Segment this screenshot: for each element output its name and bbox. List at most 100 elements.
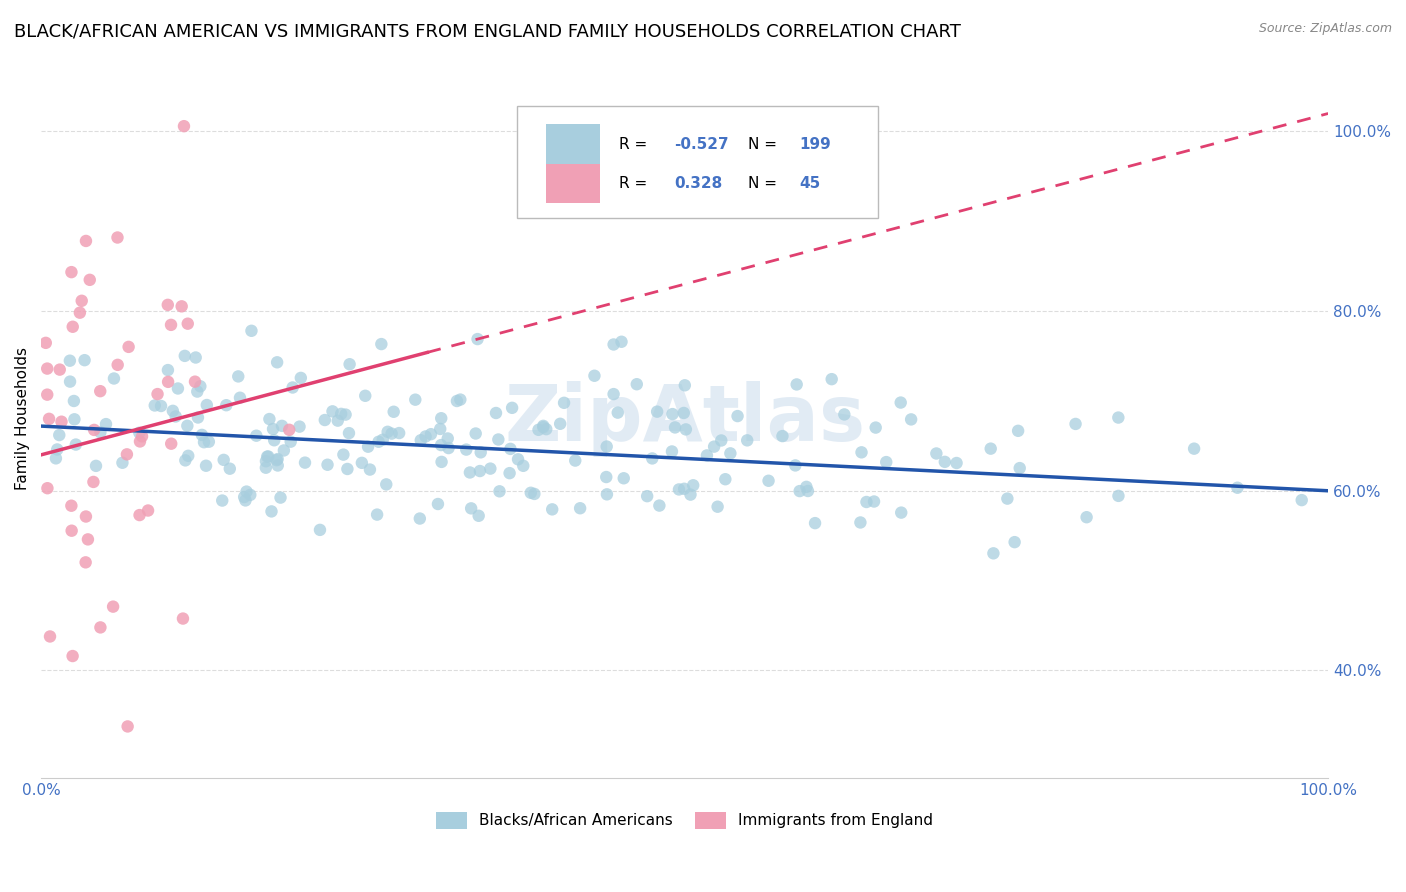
Point <box>37 361 59 376</box>
Point <box>1008 461 1031 475</box>
Point <box>107 230 129 244</box>
Point <box>506 452 529 467</box>
Point <box>789 484 811 499</box>
Point <box>239 488 262 502</box>
Text: R =: R = <box>619 177 652 192</box>
Point <box>890 506 912 520</box>
Point <box>38 412 60 426</box>
Point <box>278 423 301 437</box>
Point <box>62 319 84 334</box>
Point <box>170 299 193 313</box>
Point <box>430 455 453 469</box>
Point <box>117 719 139 733</box>
Point <box>69 306 91 320</box>
Point <box>254 460 277 475</box>
Point <box>564 453 586 467</box>
Point <box>294 456 316 470</box>
Point <box>316 458 339 472</box>
Bar <box>546 164 600 203</box>
Point <box>336 462 359 476</box>
Point <box>51 415 73 429</box>
Legend: Blacks/African Americans, Immigrants from England: Blacks/African Americans, Immigrants fro… <box>430 805 939 835</box>
Point <box>131 429 153 443</box>
Point <box>198 434 221 449</box>
Point <box>195 458 218 473</box>
Point <box>240 324 263 338</box>
Point <box>404 392 426 407</box>
Point <box>37 387 59 401</box>
Point <box>851 445 873 459</box>
Point <box>332 448 354 462</box>
Point <box>184 351 207 365</box>
Point <box>339 357 361 371</box>
Point <box>48 362 70 376</box>
Point <box>437 441 460 455</box>
Point <box>420 427 443 442</box>
Point <box>541 502 564 516</box>
Point <box>381 426 404 441</box>
Point <box>821 372 844 386</box>
Point <box>226 369 249 384</box>
Point <box>103 371 125 385</box>
Point <box>1291 493 1313 508</box>
Point <box>172 611 194 625</box>
Point <box>60 499 83 513</box>
FancyBboxPatch shape <box>517 106 877 218</box>
Point <box>59 353 82 368</box>
Point <box>934 455 956 469</box>
Point <box>150 399 173 413</box>
Point <box>710 434 733 448</box>
Point <box>136 503 159 517</box>
Point <box>849 516 872 530</box>
Point <box>596 440 619 454</box>
Point <box>273 443 295 458</box>
Point <box>370 337 392 351</box>
Point <box>60 265 83 279</box>
Point <box>945 456 967 470</box>
Point <box>498 466 520 480</box>
Point <box>177 317 200 331</box>
Point <box>193 435 215 450</box>
Point <box>45 451 67 466</box>
Point <box>645 404 668 418</box>
Point <box>512 458 534 473</box>
Point <box>233 490 256 504</box>
Point <box>156 298 179 312</box>
Point <box>1076 510 1098 524</box>
Point <box>191 428 214 442</box>
Point <box>309 523 332 537</box>
Point <box>626 377 648 392</box>
Point <box>648 499 671 513</box>
Point <box>46 442 69 457</box>
Text: N =: N = <box>748 177 782 192</box>
Point <box>94 417 117 431</box>
Point <box>596 487 619 501</box>
Point <box>267 458 290 473</box>
Point <box>610 334 633 349</box>
Point <box>714 472 737 486</box>
Point <box>79 273 101 287</box>
Point <box>188 379 211 393</box>
Point <box>464 426 486 441</box>
Point <box>77 533 100 547</box>
Point <box>173 119 195 133</box>
Point <box>173 349 195 363</box>
Point <box>863 494 886 508</box>
Point <box>281 380 304 394</box>
Point <box>613 471 636 485</box>
Point <box>797 483 820 498</box>
Text: R =: R = <box>619 136 652 152</box>
Point <box>980 442 1002 456</box>
Point <box>270 491 292 505</box>
Point <box>673 378 696 392</box>
Point <box>245 428 267 442</box>
Point <box>786 377 808 392</box>
Point <box>488 484 510 499</box>
Point <box>409 434 432 448</box>
Point <box>62 648 84 663</box>
Point <box>553 396 575 410</box>
Point <box>162 404 184 418</box>
Point <box>468 464 491 478</box>
Point <box>696 449 718 463</box>
Point <box>70 293 93 308</box>
